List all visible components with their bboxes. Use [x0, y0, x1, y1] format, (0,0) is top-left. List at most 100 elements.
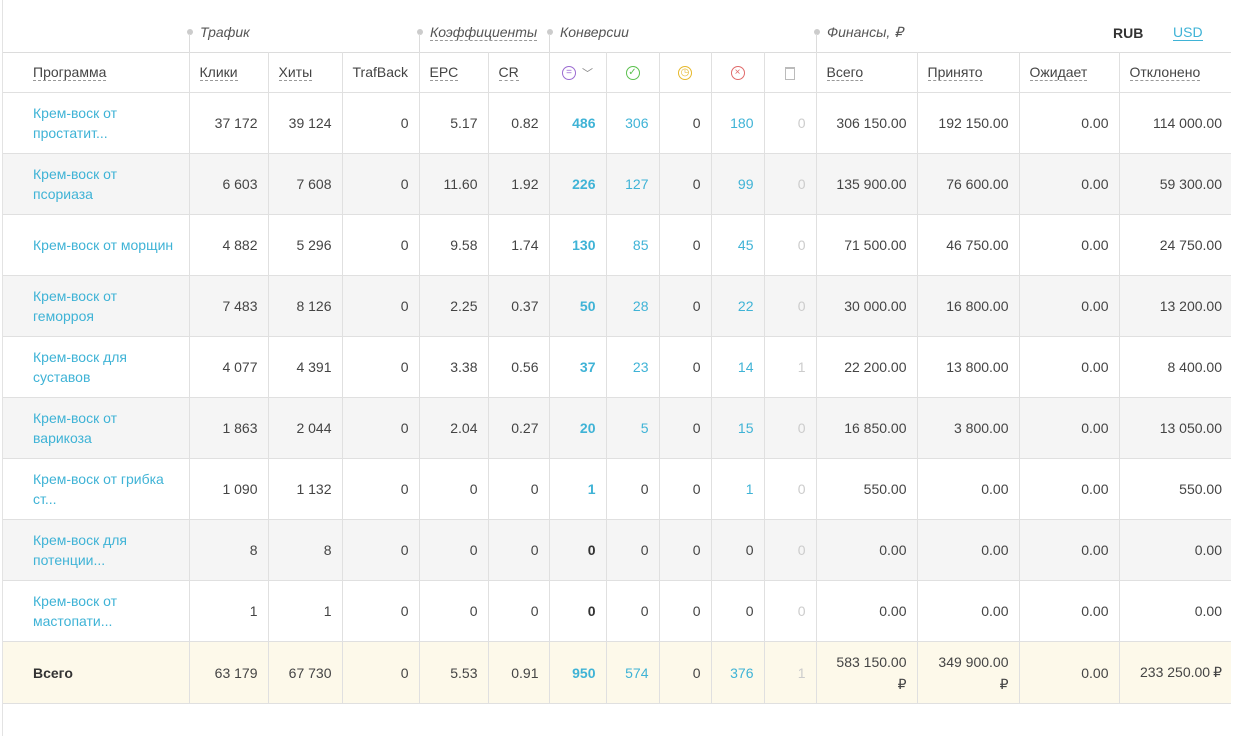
col-all-conversions[interactable]: = ﹀: [549, 52, 607, 93]
program-name-line[interactable]: Крем-воск от грибка: [33, 471, 164, 487]
col-clicks[interactable]: Клики: [189, 52, 269, 93]
col-declined[interactable]: ×: [711, 52, 765, 93]
program-link[interactable]: Крем-воск для суставов: [3, 336, 190, 398]
accepted-cell: 0.00: [917, 519, 1020, 581]
program-link[interactable]: Крем-воск для потенции...: [3, 519, 190, 581]
group-traffic: Трафик: [187, 24, 250, 40]
program-name-line[interactable]: Крем-воск от морщин: [33, 237, 174, 253]
chevron-down-icon[interactable]: ﹀: [582, 67, 593, 80]
currency-rub[interactable]: RUB: [1113, 25, 1144, 41]
program-name-line[interactable]: Крем-воск для: [33, 349, 128, 365]
program-name-line[interactable]: Крем-воск от: [33, 410, 117, 426]
total-approved[interactable]: 574: [606, 641, 660, 704]
all-conversions-link[interactable]: 486: [549, 92, 607, 154]
program-name-line[interactable]: мастопати...: [33, 613, 113, 629]
table-row: Крем-воск от грибка ст... 1 090 1 132 0 0 0 1 0 0…: [3, 458, 1232, 520]
clock-circle-icon: ◷: [678, 66, 692, 81]
col-sum[interactable]: Всего: [816, 52, 918, 93]
all-conversions-link[interactable]: 1: [549, 458, 607, 520]
program-name-line[interactable]: псориаза: [33, 186, 93, 202]
col-hits[interactable]: Хиты: [268, 52, 343, 93]
declined-link[interactable]: 15: [711, 397, 765, 459]
all-conversions-link[interactable]: 0: [549, 580, 607, 642]
program-link[interactable]: Крем-воск от простатит...: [3, 92, 190, 154]
cr-cell: 0: [488, 580, 550, 642]
col-hold[interactable]: ◷: [659, 52, 712, 93]
total-all-conversions[interactable]: 950: [549, 641, 607, 704]
all-conversions-link[interactable]: 0: [549, 519, 607, 581]
col-rejected[interactable]: Отклонено: [1119, 52, 1232, 93]
approved-link[interactable]: 5: [606, 397, 660, 459]
all-conversions-link[interactable]: 130: [549, 214, 607, 276]
approved-link[interactable]: 85: [606, 214, 660, 276]
declined-link[interactable]: 99: [711, 153, 765, 215]
program-name-line[interactable]: суставов: [33, 369, 91, 385]
all-conversions-link[interactable]: 37: [549, 336, 607, 398]
currency-usd-link[interactable]: USD: [1173, 24, 1203, 41]
column-groups: Трафик Коэффициенты Конверсии Финансы, ₽…: [3, 0, 1232, 53]
approved-link[interactable]: 306: [606, 92, 660, 154]
sum-cell: 550.00: [816, 458, 918, 520]
program-name-line[interactable]: Крем-воск от: [33, 105, 117, 121]
col-approved[interactable]: ✓: [606, 52, 660, 93]
approved-link[interactable]: 127: [606, 153, 660, 215]
declined-link[interactable]: 1: [711, 458, 765, 520]
col-program[interactable]: Программа: [3, 52, 190, 93]
clicks-cell: 4 077: [189, 336, 269, 398]
accepted-cell: 0.00: [917, 580, 1020, 642]
all-conversions-link[interactable]: 226: [549, 153, 607, 215]
program-name-line[interactable]: геморроя: [33, 308, 94, 324]
program-name-line[interactable]: ст...: [33, 491, 57, 507]
hold-cell: 0: [659, 397, 712, 459]
trafback-cell: 0: [342, 214, 420, 276]
amount: 233 250.00: [1140, 664, 1211, 680]
pending-cell: 0.00: [1019, 275, 1120, 337]
program-name-line[interactable]: Крем-воск от: [33, 593, 117, 609]
declined-link[interactable]: 14: [711, 336, 765, 398]
sum-cell: 16 850.00: [816, 397, 918, 459]
sum-cell: 135 900.00: [816, 153, 918, 215]
col-trash[interactable]: [764, 52, 817, 93]
group-coefficients[interactable]: Коэффициенты: [417, 24, 538, 41]
col-trafback: TrafBack: [342, 52, 420, 93]
program-link[interactable]: Крем-воск от варикоза: [3, 397, 190, 459]
col-accepted[interactable]: Принято: [917, 52, 1020, 93]
approved-link[interactable]: 28: [606, 275, 660, 337]
program-link[interactable]: Крем-воск от мастопати...: [3, 580, 190, 642]
declined-link[interactable]: 45: [711, 214, 765, 276]
all-conversions-link[interactable]: 20: [549, 397, 607, 459]
declined-link[interactable]: 180: [711, 92, 765, 154]
declined-link[interactable]: 22: [711, 275, 765, 337]
sum-cell: 22 200.00: [816, 336, 918, 398]
rejected-cell: 24 750.00: [1119, 214, 1232, 276]
total-declined[interactable]: 376: [711, 641, 765, 704]
trash-count-cell: 0: [764, 397, 817, 459]
group-finance: Финансы, ₽: [814, 24, 903, 41]
clicks-cell: 7 483: [189, 275, 269, 337]
program-link[interactable]: Крем-воск от грибка ст...: [3, 458, 190, 520]
hold-cell: 0: [659, 458, 712, 520]
program-name-line[interactable]: Крем-воск от: [33, 288, 117, 304]
program-name-line[interactable]: варикоза: [33, 430, 92, 446]
sum-cell: 71 500.00: [816, 214, 918, 276]
pending-cell: 0.00: [1019, 153, 1120, 215]
rejected-cell: 13 050.00: [1119, 397, 1232, 459]
program-name-line[interactable]: Крем-воск от: [33, 166, 117, 182]
check-circle-icon: ✓: [625, 66, 640, 81]
program-name-line[interactable]: потенции...: [33, 552, 106, 568]
program-link[interactable]: Крем-воск от геморроя: [3, 275, 190, 337]
col-pending[interactable]: Ожидает: [1019, 52, 1120, 93]
program-link[interactable]: Крем-воск от морщин: [3, 214, 190, 276]
program-link[interactable]: Крем-воск от псориаза: [3, 153, 190, 215]
col-epc[interactable]: EPC: [419, 52, 489, 93]
trafback-cell: 0: [342, 580, 420, 642]
program-name-line[interactable]: простатит...: [33, 125, 108, 141]
all-conversions-link[interactable]: 50: [549, 275, 607, 337]
program-name-line[interactable]: Крем-воск для: [33, 532, 128, 548]
epc-cell: 11.60: [419, 153, 489, 215]
col-cr[interactable]: CR: [488, 52, 550, 93]
cr-cell: 1.92: [488, 153, 550, 215]
approved-link[interactable]: 23: [606, 336, 660, 398]
table-row: Крем-воск от псориаза 6 603 7 608 0 11.60 1.92…: [3, 153, 1232, 215]
